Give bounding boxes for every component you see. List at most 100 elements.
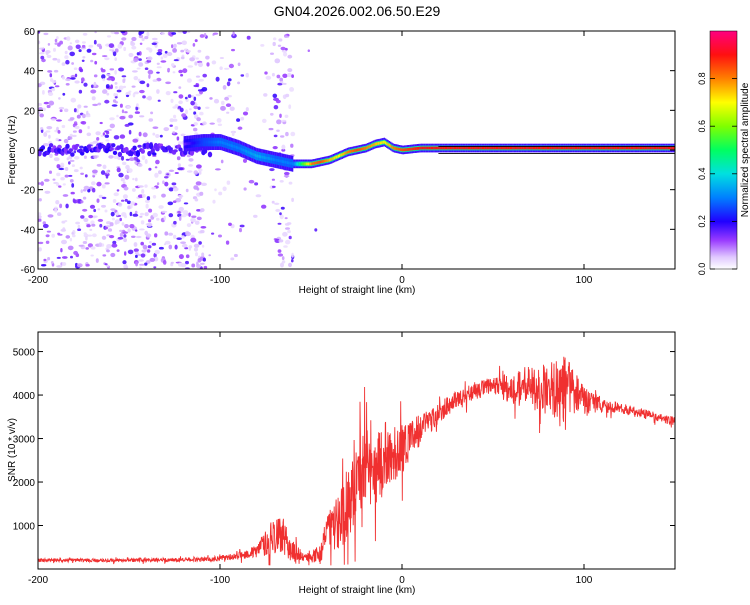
figure-title: GN04.2026.002.06.50.E29 — [274, 3, 441, 19]
noise-speckle — [91, 223, 96, 227]
ridge-core — [586, 146, 588, 150]
noise-speckle — [225, 103, 232, 107]
noise-speckle — [70, 97, 77, 103]
noise-speckle — [284, 217, 288, 220]
ridge-core — [261, 155, 263, 159]
noise-speckle — [176, 42, 183, 45]
ridge-core — [653, 146, 656, 150]
noise-speckle — [219, 57, 224, 59]
ridge-core — [251, 152, 253, 156]
noise-speckle — [132, 70, 138, 73]
snr-ylabel: SNR (10 * v/v) — [7, 418, 18, 482]
noise-speckle — [283, 52, 288, 57]
ridge-core — [443, 146, 445, 150]
noise-speckle — [243, 158, 247, 163]
ridge-core — [342, 152, 345, 156]
ridge-core — [658, 146, 661, 150]
noise-speckle — [226, 180, 231, 185]
ridge-core — [577, 146, 579, 150]
ridge-core — [619, 146, 621, 150]
noise-speckle — [46, 126, 53, 130]
noise-speckle — [92, 233, 97, 238]
noise-speckle — [101, 69, 106, 73]
noise-speckle — [168, 244, 173, 250]
noise-speckle — [181, 214, 187, 218]
noise-speckle — [180, 241, 187, 244]
noise-speckle — [152, 212, 158, 218]
ridge-core — [410, 147, 412, 151]
noise-speckle — [272, 146, 278, 150]
ridge-core — [319, 160, 322, 164]
noise-speckle — [127, 249, 134, 255]
noise-speckle — [191, 95, 194, 98]
ridge-core — [228, 143, 230, 147]
noise-speckle — [96, 181, 102, 187]
noise-speckle — [79, 145, 84, 149]
noise-speckle — [105, 131, 110, 135]
noise-speckle — [124, 111, 128, 114]
ridge-core — [376, 142, 378, 146]
ridge-core — [563, 146, 565, 150]
ridge-core — [540, 146, 542, 150]
ridge-core — [382, 141, 384, 144]
noise-speckle — [281, 256, 285, 261]
noise-speckle — [77, 228, 82, 231]
noise-speckle — [154, 172, 159, 178]
ridge-core — [588, 146, 591, 150]
ridge-core — [467, 146, 470, 150]
ridge-core — [212, 140, 215, 144]
noise-speckle — [180, 133, 186, 136]
noise-speckle — [58, 106, 65, 110]
colorbar-tick-label: 0.2 — [697, 215, 707, 228]
x-tick-label: 0 — [399, 275, 405, 286]
ridge-core — [481, 146, 484, 150]
noise-speckle — [124, 198, 128, 202]
noise-speckle — [49, 153, 53, 158]
y-tick-label: 5000 — [13, 348, 36, 359]
noise-speckle — [80, 189, 83, 194]
ridge-core — [326, 159, 328, 162]
ridge-core — [485, 146, 487, 150]
ridge-core — [197, 141, 199, 144]
ridge-core — [573, 146, 575, 150]
noise-speckle — [94, 31, 97, 34]
noise-speckle — [114, 96, 118, 99]
noise-speckle — [170, 98, 174, 103]
noise-speckle — [110, 208, 116, 211]
noise-speckle — [63, 138, 69, 144]
noise-speckle — [146, 59, 152, 63]
noise-speckle — [119, 103, 123, 108]
noise-speckle — [201, 87, 208, 92]
ridge-core — [590, 146, 592, 150]
ridge-core — [344, 152, 346, 155]
ridge-core — [644, 146, 647, 150]
noise-speckle — [82, 208, 88, 212]
ridge-core — [308, 162, 310, 166]
ridge-core — [311, 162, 313, 166]
ridge-core — [215, 140, 217, 144]
y-tick-label: -40 — [21, 225, 36, 236]
ridge-core — [223, 141, 225, 145]
noise-speckle — [101, 235, 107, 240]
noise-speckle — [198, 62, 203, 68]
noise-speckle — [198, 171, 202, 175]
ridge-core — [286, 161, 289, 164]
noise-speckle — [233, 253, 238, 258]
noise-speckle — [65, 59, 70, 65]
noise-speckle — [227, 95, 232, 98]
noise-speckle — [161, 210, 168, 213]
noise-speckle — [163, 243, 167, 246]
noise-speckle — [111, 243, 118, 248]
noise-speckle — [56, 164, 61, 169]
ridge-core — [246, 150, 248, 153]
ridge-core — [230, 144, 233, 147]
noise-speckle — [85, 236, 88, 241]
ridge-core — [539, 146, 541, 150]
ridge-core — [568, 146, 570, 150]
ridge-core — [541, 146, 543, 150]
noise-speckle — [167, 68, 171, 71]
noise-speckle — [142, 132, 148, 138]
ridge-core — [621, 146, 624, 150]
ridge-core — [556, 146, 559, 150]
noise-speckle — [154, 249, 160, 255]
